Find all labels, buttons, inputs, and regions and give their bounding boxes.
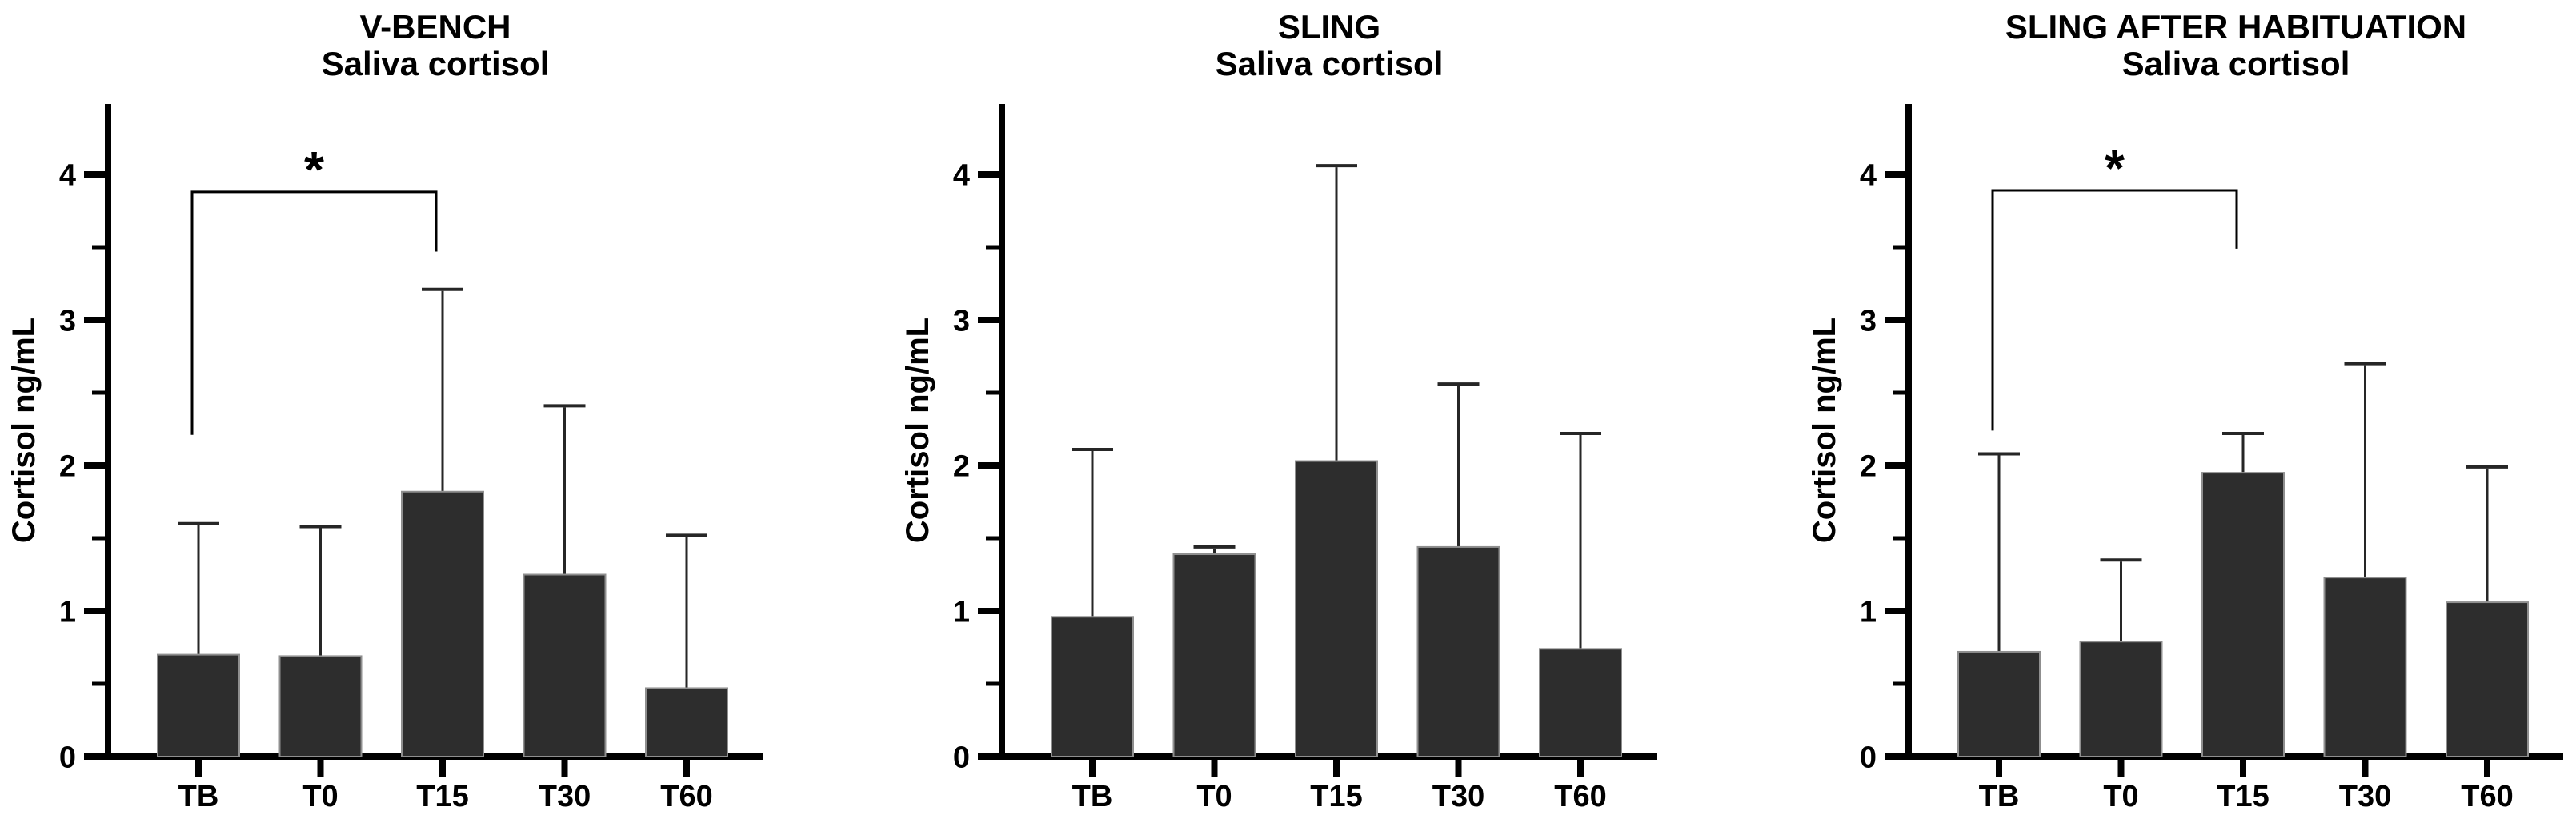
bar-T60 xyxy=(1539,648,1622,757)
y-tick-label-3: 3 xyxy=(59,304,76,338)
x-tick-label-TB: TB xyxy=(178,780,219,813)
bar-T60 xyxy=(2446,601,2529,758)
x-tick-label-T30: T30 xyxy=(1432,780,1484,813)
y-tick-label-4: 4 xyxy=(953,158,970,192)
bar-TB xyxy=(1957,650,2041,758)
y-tick-label-3: 3 xyxy=(1860,304,1877,338)
bar-T60 xyxy=(645,687,728,758)
x-tick-label-T60: T60 xyxy=(1554,780,1606,813)
x-tick-label-T15: T15 xyxy=(1310,780,1362,813)
x-tick-label-T0: T0 xyxy=(1196,780,1232,813)
chart-subtitle: Saliva cortisol xyxy=(2122,45,2350,82)
significance-bracket xyxy=(1991,189,2238,431)
y-tick-label-1: 1 xyxy=(953,595,970,629)
x-tick-label-TB: TB xyxy=(1072,780,1113,813)
x-tick-label-TB: TB xyxy=(1979,780,2020,813)
y-tick-label-2: 2 xyxy=(953,449,970,483)
y-axis-label: Cortisol ng/mL xyxy=(900,318,935,543)
chart-title: SLING AFTER HABITUATION xyxy=(2005,8,2466,46)
bar-T30 xyxy=(523,573,607,757)
x-tick-label-T60: T60 xyxy=(2461,780,2513,813)
bar-TB xyxy=(1051,616,1134,758)
chart-title: V-BENCH xyxy=(359,8,511,46)
x-tick-label-T0: T0 xyxy=(2103,780,2138,813)
y-tick-label-4: 4 xyxy=(1860,158,1877,192)
chart-panel-sling: SLING Saliva cortisol Cortisol ng/mL 0 1 2 3 4 T… xyxy=(859,0,1717,815)
bar-T30 xyxy=(1416,545,1500,757)
significance-asterisk: * xyxy=(2105,139,2125,197)
y-tick-label-2: 2 xyxy=(59,449,76,483)
y-tick-label-1: 1 xyxy=(59,595,76,629)
y-axis-label: Cortisol ng/mL xyxy=(1807,318,1842,543)
bar-T30 xyxy=(2323,577,2407,758)
significance-asterisk: * xyxy=(304,141,324,198)
chart-title: SLING xyxy=(1278,8,1380,46)
bar-T0 xyxy=(1172,553,1256,758)
y-tick-label-1: 1 xyxy=(1860,595,1877,629)
significance-bracket xyxy=(190,190,438,435)
bar-T15 xyxy=(401,490,484,757)
x-tick-label-T30: T30 xyxy=(539,780,591,813)
y-tick-label-3: 3 xyxy=(953,304,970,338)
bar-T15 xyxy=(2201,472,2285,757)
x-tick-label-T0: T0 xyxy=(302,780,338,813)
chart-subtitle: Saliva cortisol xyxy=(1216,45,1444,82)
bar-T15 xyxy=(1295,460,1378,757)
bar-T0 xyxy=(278,655,363,757)
y-axis-label: Cortisol ng/mL xyxy=(6,318,42,543)
y-tick-label-0: 0 xyxy=(953,741,970,774)
x-tick-label-T15: T15 xyxy=(416,780,468,813)
chart-subtitle: Saliva cortisol xyxy=(322,45,550,82)
bar-TB xyxy=(157,653,240,757)
chart-panel-sling-after-habituation: SLING AFTER HABITUATION Saliva cortisol Co… xyxy=(1717,0,2576,815)
x-tick-label-T60: T60 xyxy=(660,780,712,813)
chart-panel-v-bench: V-BENCH Saliva cortisol Cortisol ng/mL 0 1 2 3… xyxy=(0,0,859,815)
bar-T0 xyxy=(2079,641,2163,757)
x-tick-label-T15: T15 xyxy=(2217,780,2269,813)
y-tick-label-0: 0 xyxy=(1860,741,1877,774)
y-tick-label-4: 4 xyxy=(59,158,76,192)
x-tick-label-T30: T30 xyxy=(2339,780,2391,813)
y-tick-label-2: 2 xyxy=(1860,449,1877,483)
y-tick-label-0: 0 xyxy=(59,741,76,774)
